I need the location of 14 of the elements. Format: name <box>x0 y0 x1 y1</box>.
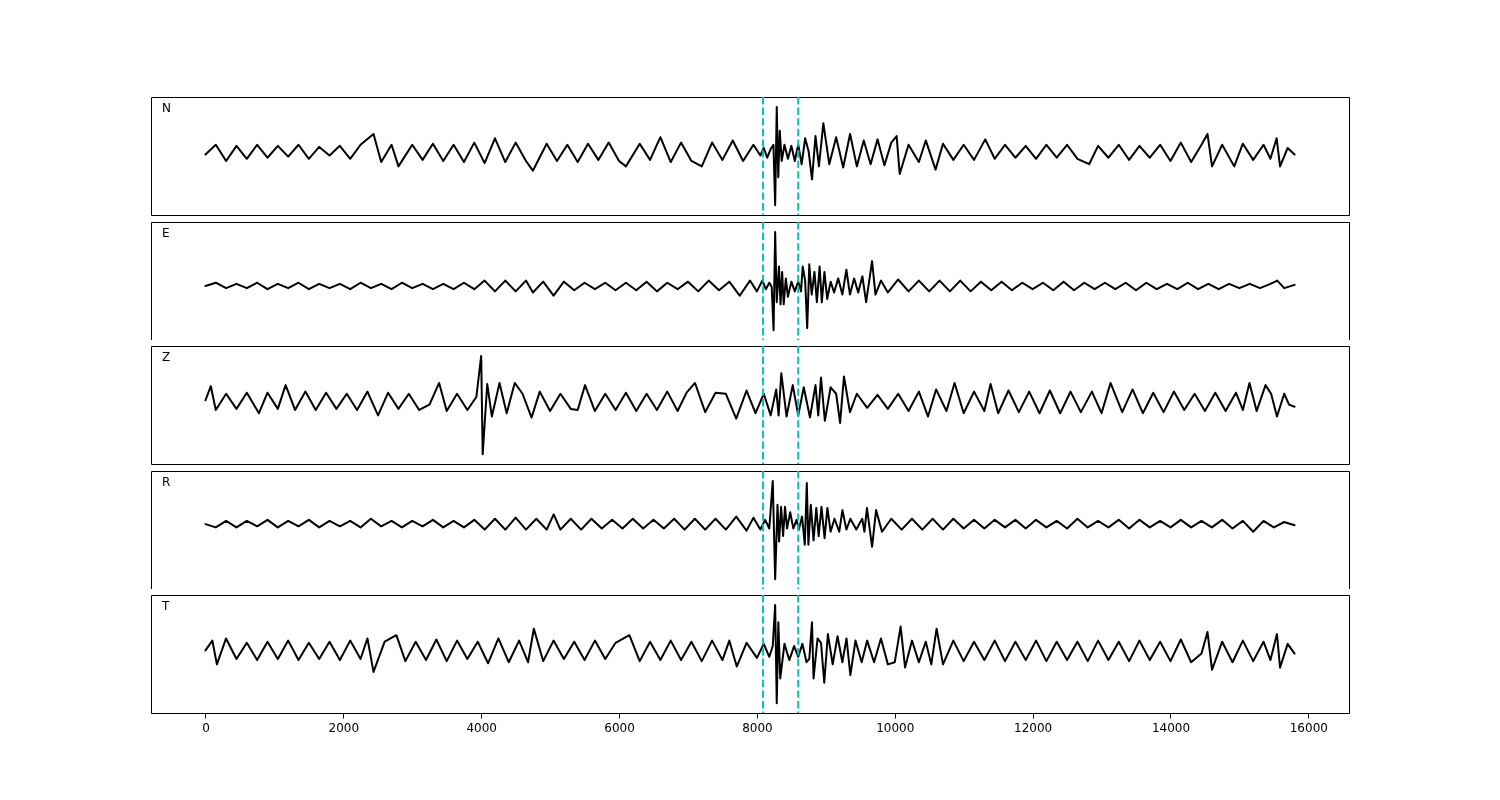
chart-title: T <box>161 599 170 613</box>
x-tick-label: 14000 <box>1151 720 1191 735</box>
x-tick-label: 8000 <box>742 720 773 735</box>
x-tick-label: 12000 <box>1014 720 1053 735</box>
chart-title: E <box>162 225 170 240</box>
chart-title: R <box>162 474 171 489</box>
chart-title: Z <box>162 350 171 364</box>
x-tick-label: 0 <box>202 720 210 735</box>
x-tick-label: 16000 <box>1289 720 1328 735</box>
chart-title: N <box>162 101 171 115</box>
x-tick-label: 4000 <box>466 720 497 735</box>
x-tick-label: 2000 <box>328 720 360 735</box>
x-tick-label: 10000 <box>876 720 915 735</box>
x-tick-label: 6000 <box>604 720 635 735</box>
